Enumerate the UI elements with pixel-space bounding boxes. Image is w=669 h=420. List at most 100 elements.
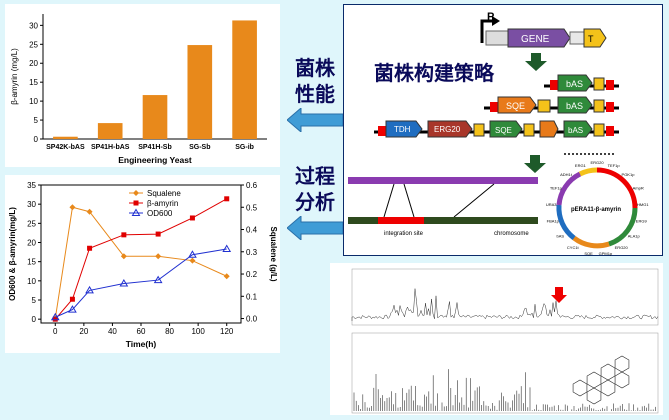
legend-label: Squalene xyxy=(147,189,181,198)
y-axis-label-right: Squalene (g/L) xyxy=(269,226,278,281)
legend-label: OD600 xyxy=(147,209,173,218)
data-point xyxy=(224,196,230,202)
x-tick-label: 20 xyxy=(79,327,88,336)
x-tick-label: 0 xyxy=(53,327,58,336)
cassette-row-3 xyxy=(374,120,619,138)
y-tick-label: 20 xyxy=(29,59,38,68)
x-axis-label: Time(h) xyxy=(126,339,157,349)
plasmid-name: pERA11-β-amyrin xyxy=(571,207,621,213)
y-tick-label-right: 0.3 xyxy=(246,248,258,257)
series-line-OD600 xyxy=(55,248,227,318)
down-arrow-icon xyxy=(525,53,547,71)
molecule-structure xyxy=(572,355,630,405)
y-tick-label: 0 xyxy=(34,135,39,144)
strategy-panel: 菌株构建策略 P GENE T bAS xyxy=(343,4,663,256)
molecule-ring xyxy=(600,379,616,397)
x-tick-label: SP41H-Sb xyxy=(138,144,171,151)
plasmid-feature-label: AmpR xyxy=(633,185,644,190)
data-point xyxy=(68,305,77,313)
y-tick-label: 15 xyxy=(29,78,38,87)
line-chart: 0 20 40 60 80 100 120 0 5 10 15 20 25 30 35 0.0 0.1 0.2 0.… xyxy=(8,181,278,349)
x-tick-label: SP42K-bAS xyxy=(46,144,85,151)
data-point xyxy=(120,253,127,260)
y-tick-label-right: 0.5 xyxy=(246,203,258,212)
y-tick-label-left: 10 xyxy=(27,277,36,286)
gene-label: GENE xyxy=(521,34,550,45)
data-point xyxy=(86,208,93,215)
data-point xyxy=(155,231,161,237)
integration-site-label: integration site xyxy=(384,231,424,237)
data-point xyxy=(69,296,75,302)
left-arrow-icon xyxy=(287,108,344,132)
strategy-diagram: P GENE T bAS SQE bAS xyxy=(348,11,649,256)
data-point xyxy=(189,215,195,221)
molecule-ring xyxy=(614,355,630,373)
chromosome-label: chromosome xyxy=(494,231,529,237)
data-point xyxy=(87,245,93,251)
molecule-ring xyxy=(600,363,616,381)
series-line-β-amyrin xyxy=(54,198,227,320)
y-tick-label-left: 15 xyxy=(27,258,36,267)
bar-chart: 0 5 10 15 20 25 30 SP42K-bAS SP41H-bAS SP41H-Sb SG… xyxy=(10,14,267,165)
legend-marker xyxy=(133,190,139,196)
bas-label: bAS xyxy=(566,101,583,111)
y-tick-label-left: 35 xyxy=(27,181,36,190)
y-tick-label-right: 0.4 xyxy=(246,226,258,235)
strain-performance-label-1: 菌株 xyxy=(295,56,335,80)
x-axis-label: Engineering Yeast xyxy=(118,155,192,165)
molecule-ring xyxy=(572,379,588,397)
series-line-Squalene xyxy=(54,206,227,319)
y-axis-label-left: OD600 & β-amyrin(mg/L) xyxy=(8,207,17,301)
y-tick-label-left: 5 xyxy=(32,296,37,305)
legend-marker xyxy=(133,200,139,206)
data-point xyxy=(153,275,163,284)
x-tick-label: SP41H-bAS xyxy=(91,144,130,151)
plasmid-feature-label: URA3 xyxy=(546,202,557,207)
gene-cassette xyxy=(480,16,607,48)
chromatogram-frame xyxy=(351,268,659,326)
data-point xyxy=(119,279,129,287)
red-down-arrow-icon xyxy=(551,287,567,303)
sqe-label: SQE xyxy=(495,126,512,135)
process-analysis-label-1: 过程 xyxy=(295,164,335,188)
data-point xyxy=(85,285,94,294)
y-axis-label: β-amyrin (mg/L) xyxy=(10,48,19,105)
plasmid-feature-label: ADH1t xyxy=(560,172,573,177)
plasmid-feature-label: ERG9 xyxy=(636,219,648,224)
data-point xyxy=(52,316,58,322)
data-point xyxy=(155,253,162,260)
bas-label: bAS xyxy=(568,126,583,135)
y-tick-label: 30 xyxy=(29,21,38,30)
plasmid-feature-label: FBA1p xyxy=(547,219,560,224)
y-tick-label-left: 30 xyxy=(27,200,36,209)
line-chart-panel: 0 20 40 60 80 100 120 0 5 10 15 20 25 30 35 0.0 0.1 0.2 0.… xyxy=(5,175,280,353)
data-point xyxy=(188,250,197,258)
molecule-ring xyxy=(614,371,630,389)
strategy-title: 菌株构建策略 xyxy=(374,61,494,85)
plasmid-map xyxy=(556,167,638,249)
plasmid-feature-label: ERG20 xyxy=(615,245,629,250)
x-tick-label: 40 xyxy=(108,327,117,336)
plasmid-feature-label: HMG1 xyxy=(637,202,649,207)
terminator-label: T xyxy=(588,34,594,44)
gcms-chart xyxy=(351,268,659,414)
data-point xyxy=(50,312,60,321)
plasmid-feature-label: CYC1t xyxy=(567,245,580,250)
y-tick-label: 10 xyxy=(29,97,38,106)
legend-marker xyxy=(131,208,141,216)
plasmid-feature-label: ERG20 xyxy=(590,160,604,165)
bar xyxy=(53,136,78,139)
plasmid-feature-label: ALA1p xyxy=(628,234,641,239)
legend-label: β-amyrin xyxy=(147,199,178,208)
y-tick-label-left: 25 xyxy=(27,219,36,228)
bar xyxy=(97,123,123,139)
x-tick-label: 80 xyxy=(165,327,174,336)
plasmid-feature-label: GPM1p xyxy=(599,251,613,256)
plasmid-feature-label: PGK1p xyxy=(622,172,636,177)
plasmid-feature-label: TEF1p xyxy=(608,163,621,168)
plasmid-feature-label: ERG1 xyxy=(575,163,587,168)
bar-chart-panel: 0 5 10 15 20 25 30 SP42K-bAS SP41H-bAS SP41H-Sb SG… xyxy=(5,4,280,167)
cassette-row-1 xyxy=(544,74,619,92)
y-tick-label-left: 20 xyxy=(27,239,36,248)
x-tick-label: SG-Sb xyxy=(189,144,210,151)
